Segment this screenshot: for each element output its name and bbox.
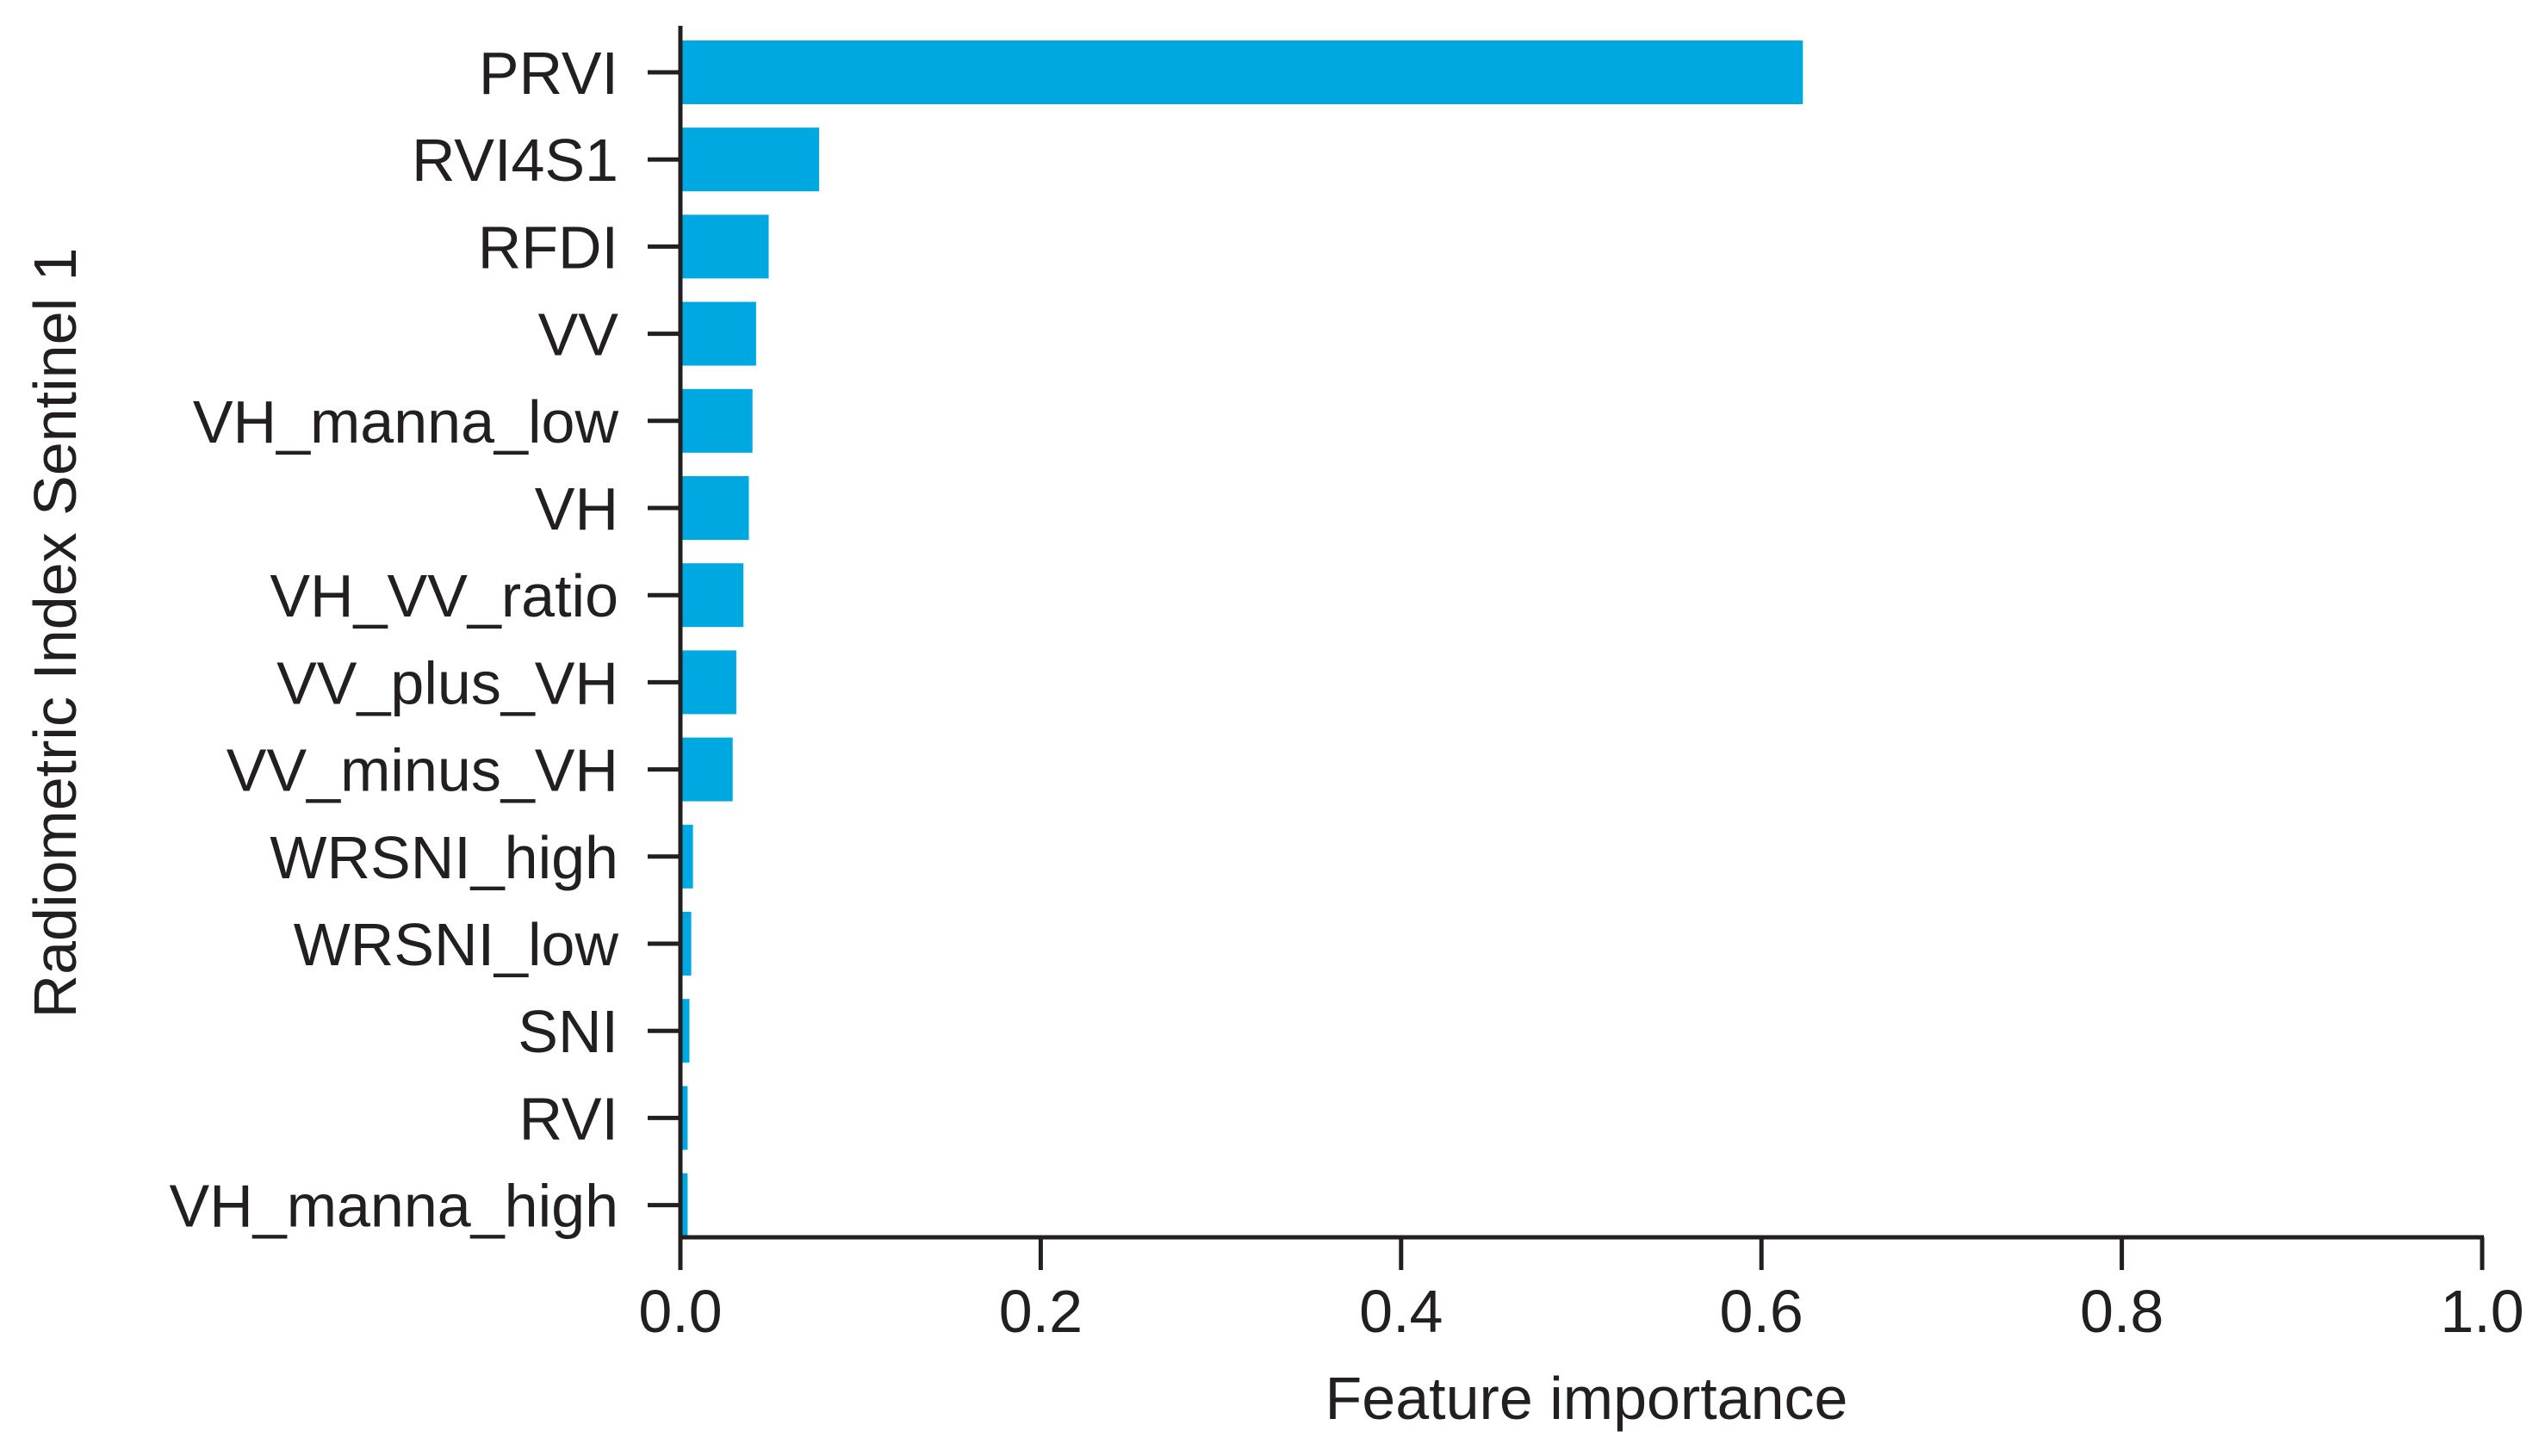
bar-vv-minus-vh [680, 737, 733, 802]
bar-vv [680, 301, 756, 366]
category-label: VH_VV_ratio [270, 562, 618, 629]
x-tick-label: 1.0 [2440, 1278, 2523, 1345]
category-label: VV_minus_VH [227, 737, 618, 804]
x-ticks-group [678, 1237, 2485, 1270]
x-tick-label: 0.4 [1359, 1278, 1443, 1345]
x-tick-label: 0.8 [2080, 1278, 2163, 1345]
bar-rvi4s1 [680, 127, 820, 192]
bar-rvi [680, 1086, 688, 1150]
category-label: VV [538, 301, 619, 369]
category-label: VV_plus_VH [276, 649, 618, 716]
y-axis-title: Radiometric Index Sentinel 1 [22, 248, 89, 1019]
x-tick-labels-group: 0.0 0.2 0.4 0.6 0.8 1.0 [638, 1278, 2523, 1345]
x-axis-title: Feature importance [1325, 1365, 1848, 1432]
category-label: SNI [518, 998, 618, 1065]
category-label: PRVI [479, 40, 618, 107]
x-tick-label: 0.2 [999, 1278, 1083, 1345]
category-label: VH [535, 475, 618, 542]
category-label: VH_manna_high [170, 1173, 618, 1240]
bar-vh [680, 476, 749, 540]
category-labels-group: PRVI RVI4S1 RFDI VV VH_manna_low VH VH_VV_rati… [170, 40, 619, 1240]
bar-wrsni-low [680, 912, 692, 976]
category-label: RFDI [478, 214, 618, 281]
category-label: WRSNI_low [294, 911, 619, 978]
category-label: WRSNI_high [270, 824, 618, 891]
bar-vh-vv-ratio [680, 563, 744, 628]
bars-group [680, 40, 1803, 1237]
y-ticks-group [648, 70, 680, 1208]
category-label: RVI [519, 1085, 618, 1152]
bar-rfdi [680, 214, 769, 279]
x-tick-label: 0.0 [638, 1278, 722, 1345]
bar-vh-manna-high [680, 1173, 688, 1237]
bar-wrsni-high [680, 824, 693, 889]
bar-sni [680, 999, 690, 1063]
bar-vh-manna-low [680, 388, 753, 453]
bar-vv-plus-vh [680, 650, 736, 715]
category-label: RVI4S1 [412, 127, 618, 194]
category-label: VH_manna_low [193, 388, 619, 455]
x-tick-label: 0.6 [1720, 1278, 1803, 1345]
bar-prvi [680, 40, 1803, 104]
